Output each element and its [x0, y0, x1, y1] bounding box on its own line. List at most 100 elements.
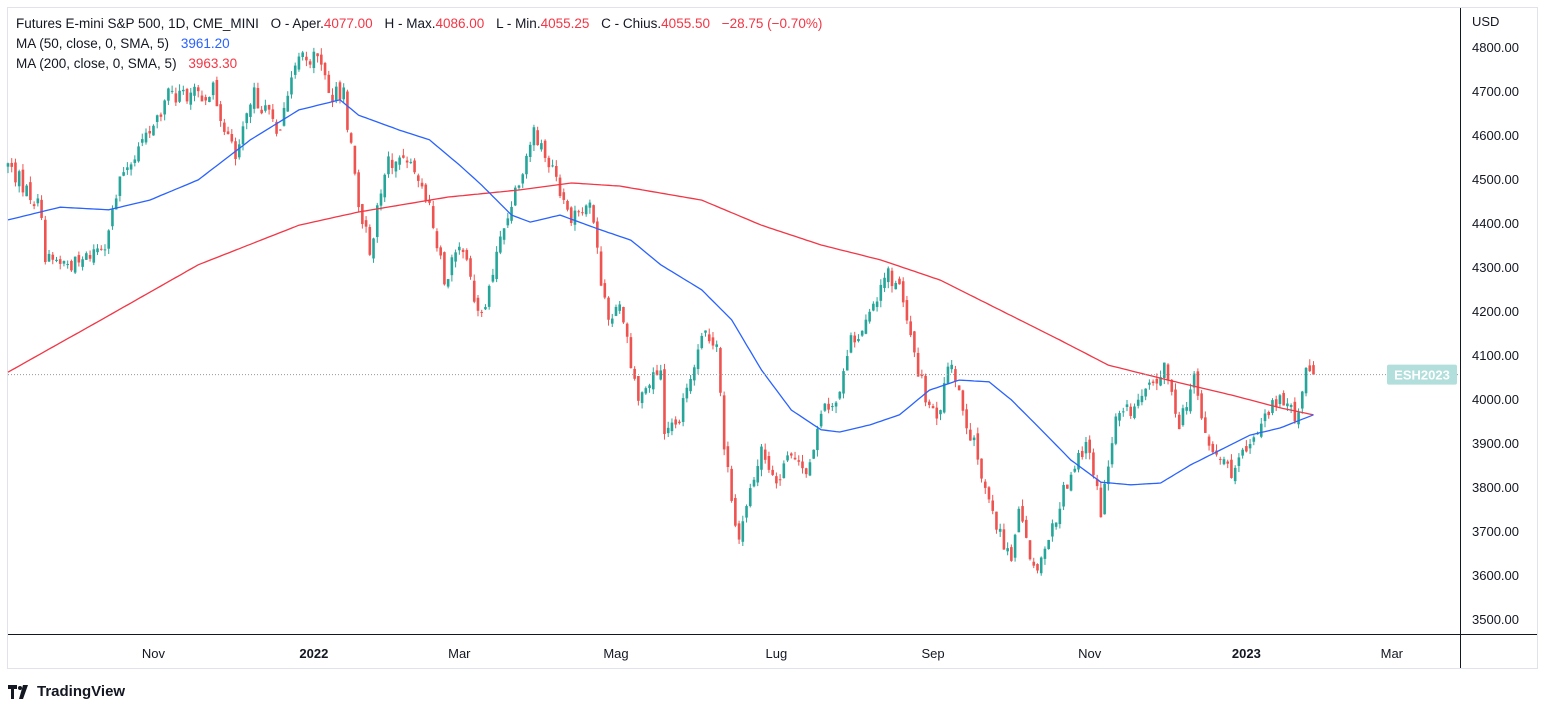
candle [1121, 407, 1125, 417]
candle [293, 62, 297, 79]
ma200-legend-row[interactable]: MA (200, close, 0, SMA, 5) 3963.30 [16, 54, 822, 74]
candle-body [420, 182, 424, 187]
candle-body [47, 253, 51, 262]
candle [92, 244, 96, 266]
candle-body [1289, 405, 1293, 407]
candle-body [972, 437, 976, 441]
candle [66, 260, 69, 269]
candle-body [860, 330, 864, 336]
candle-body [842, 371, 845, 394]
candle [786, 451, 789, 463]
price-tick-label: 3700.00 [1472, 524, 1519, 539]
candle-body [532, 127, 536, 146]
candle [610, 313, 614, 328]
candle-body [465, 249, 469, 260]
candle-body [346, 91, 349, 130]
candle-body [1226, 461, 1230, 464]
symbol-title[interactable]: Futures E-mini S&P 500, 1D, CME_MINI [16, 16, 259, 31]
candle [793, 451, 797, 461]
candle-body [1107, 466, 1110, 485]
candle [1114, 413, 1118, 446]
price-axis[interactable]: 4800.00 4700.00 4600.00 4500.00 4400.00 4300.… [1472, 40, 1519, 627]
candle [797, 455, 801, 466]
candle [446, 278, 450, 289]
candle-body [584, 205, 588, 215]
candle-body [88, 255, 92, 259]
candle [622, 306, 625, 324]
candle-body [1177, 414, 1181, 430]
candle-body [316, 53, 319, 57]
candle [525, 153, 528, 179]
candle [730, 465, 733, 503]
candle-body [349, 133, 353, 143]
candle [737, 520, 741, 544]
candle-body [1166, 364, 1170, 381]
currency-label: USD [1472, 14, 1499, 29]
candle [152, 124, 155, 136]
candle [864, 314, 868, 335]
candle-body [1084, 441, 1088, 454]
candle [920, 369, 924, 379]
tradingview-logo[interactable]: TradingView [8, 683, 125, 700]
candle [883, 272, 886, 293]
candle-body [655, 370, 659, 376]
candle [1170, 379, 1174, 396]
candle-body [174, 93, 178, 103]
candle-body [446, 279, 450, 287]
ma50-legend-row[interactable]: MA (50, close, 0, SMA, 5) 3961.20 [16, 34, 822, 54]
candle-body [596, 221, 599, 248]
candle-body [1039, 557, 1043, 574]
candle [1226, 459, 1230, 469]
candle-body [909, 321, 912, 336]
candle [491, 268, 495, 283]
candle [55, 256, 58, 263]
candle-body [901, 281, 905, 303]
candle [320, 48, 323, 71]
candle-body [476, 297, 480, 311]
candle [305, 51, 308, 67]
candle-body [1237, 457, 1241, 466]
candle-body [118, 176, 122, 196]
candle-body [140, 139, 144, 143]
candle-body [558, 177, 562, 196]
candle [1103, 479, 1106, 515]
candle-body [394, 161, 398, 172]
candle-body [797, 460, 801, 462]
candle [1088, 435, 1091, 460]
candle [916, 347, 920, 377]
candle [506, 212, 510, 229]
candle [103, 244, 107, 257]
candle-body [334, 86, 338, 101]
candle-body [681, 398, 685, 422]
candle [193, 83, 196, 102]
candle-body [849, 335, 853, 353]
candle [886, 266, 890, 289]
candle [1312, 361, 1315, 375]
price-tick-label: 4100.00 [1472, 348, 1519, 363]
time-axis[interactable]: Nov 2022 Mar Mag Lug Sep Nov 2023 Mar [142, 646, 1404, 661]
candle-body [1047, 539, 1050, 550]
candle [502, 228, 506, 245]
candle-body [1282, 393, 1285, 406]
candle-body [167, 88, 170, 101]
candle-body [983, 481, 987, 488]
open-value: 4077.00 [323, 16, 373, 31]
candle-body [55, 259, 58, 262]
candle [957, 385, 961, 391]
candle-body [801, 461, 804, 469]
candle [849, 332, 853, 354]
candle-body [1174, 389, 1177, 414]
candle [1282, 390, 1285, 406]
candle-body [1312, 365, 1315, 375]
candle [402, 148, 405, 159]
candle-body [782, 463, 786, 479]
candle [1196, 368, 1200, 401]
candle-body [588, 202, 592, 208]
candle-body [260, 109, 263, 114]
candle [390, 153, 394, 175]
candle-body [674, 419, 677, 425]
candle [189, 87, 193, 110]
price-tick-label: 4200.00 [1472, 304, 1519, 319]
candle [838, 391, 842, 400]
